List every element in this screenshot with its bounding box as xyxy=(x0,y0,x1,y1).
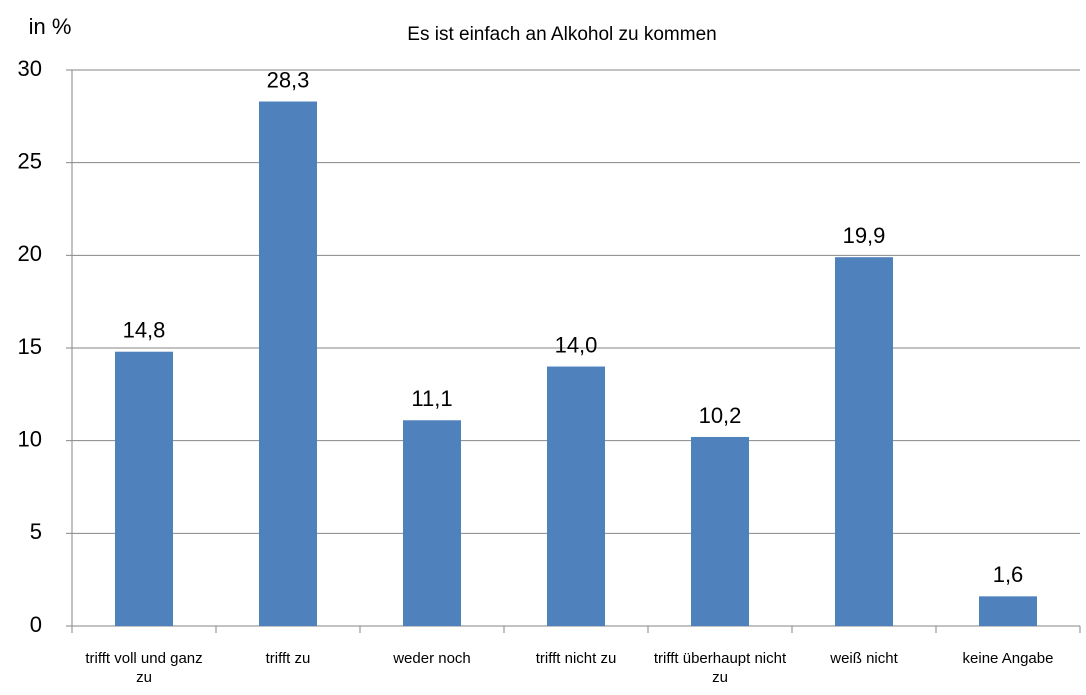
x-tick-label: weder noch xyxy=(393,650,471,667)
value-label: 11,1 xyxy=(411,386,452,411)
y-tick-label: 10 xyxy=(18,426,42,451)
x-tick-label: trifft nicht zu xyxy=(535,650,617,667)
y-tick-label: 30 xyxy=(18,56,42,81)
x-tick-label: trifft voll und ganz zu xyxy=(85,650,203,686)
chart-title: Es ist einfach an Alkohol zu kommen xyxy=(407,24,716,45)
bar xyxy=(115,351,173,626)
value-label: 14,0 xyxy=(555,332,598,357)
bar xyxy=(979,596,1037,626)
value-label: 28,3 xyxy=(267,67,310,92)
x-tick-label: keine Angabe xyxy=(962,650,1054,667)
y-tick-label: 15 xyxy=(18,334,42,359)
x-tick-label: trifft überhaupt nicht zu xyxy=(653,650,787,686)
y-tick-label: 25 xyxy=(18,148,42,173)
x-tick-label: trifft zu xyxy=(265,650,311,667)
y-tick-label: 0 xyxy=(30,612,42,637)
bar xyxy=(547,366,605,626)
x-tick-label: weiß nicht xyxy=(830,650,898,667)
value-label: 14,8 xyxy=(123,318,166,343)
bar xyxy=(835,257,893,626)
y-tick-label: 5 xyxy=(30,519,42,544)
bar xyxy=(691,436,749,626)
value-label: 10,2 xyxy=(699,403,742,428)
y-tick-label: 20 xyxy=(18,241,42,266)
bar xyxy=(259,101,317,627)
value-label: 19,9 xyxy=(843,223,886,248)
y-axis-label: in % xyxy=(29,14,72,39)
value-label: 1,6 xyxy=(993,562,1024,587)
bar xyxy=(403,420,461,626)
